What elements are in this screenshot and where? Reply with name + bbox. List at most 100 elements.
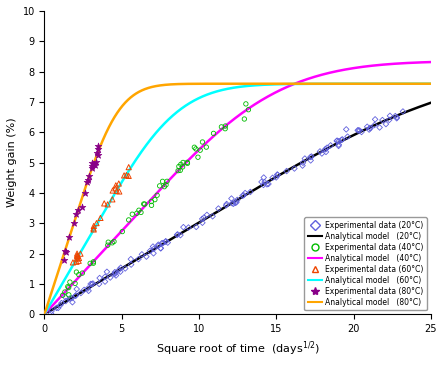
- Point: [69, 260, 76, 265]
- Point: [156, 183, 163, 189]
- Point: [72, 292, 79, 298]
- Point: [365, 127, 373, 132]
- Point: [229, 200, 236, 206]
- Legend: Experimental data (20°C), Analytical model   (20°C), Experimental data (40°C), A: Experimental data (20°C), Analytical mod…: [304, 217, 427, 310]
- Point: [89, 281, 96, 287]
- Point: [148, 199, 155, 204]
- Point: [247, 189, 254, 195]
- Point: [74, 251, 81, 257]
- Point: [75, 272, 83, 277]
- Point: [151, 246, 158, 252]
- Point: [197, 147, 204, 153]
- Point: [372, 116, 379, 122]
- Point: [109, 240, 116, 246]
- Point: [239, 193, 246, 199]
- Point: [93, 159, 100, 165]
- Point: [58, 300, 65, 306]
- Point: [125, 164, 132, 170]
- Point: [269, 175, 276, 181]
- Point: [109, 188, 116, 193]
- Point: [68, 295, 75, 301]
- Point: [366, 125, 373, 131]
- Point: [96, 275, 103, 281]
- Point: [198, 216, 206, 222]
- Point: [122, 265, 129, 271]
- Point: [84, 179, 91, 185]
- Point: [364, 124, 371, 130]
- Point: [161, 184, 168, 189]
- Point: [103, 269, 111, 275]
- Point: [393, 114, 400, 120]
- Point: [371, 122, 378, 128]
- Point: [60, 257, 67, 263]
- Point: [109, 196, 116, 202]
- Point: [59, 292, 66, 298]
- Point: [150, 250, 157, 256]
- Point: [72, 293, 79, 299]
- Point: [164, 240, 171, 246]
- Point: [194, 154, 202, 160]
- Point: [163, 178, 170, 184]
- Point: [116, 189, 123, 195]
- Point: [133, 210, 140, 216]
- Point: [117, 269, 124, 274]
- Point: [386, 113, 393, 119]
- Point: [210, 130, 217, 136]
- Point: [95, 281, 103, 287]
- Point: [116, 266, 123, 272]
- Point: [102, 279, 109, 285]
- Point: [75, 258, 82, 264]
- Point: [65, 285, 72, 291]
- Point: [233, 199, 240, 205]
- Point: [75, 255, 83, 261]
- Point: [333, 138, 340, 144]
- Point: [157, 245, 164, 251]
- Point: [180, 224, 187, 230]
- Point: [74, 207, 81, 212]
- Point: [88, 281, 95, 287]
- Point: [193, 224, 200, 230]
- Point: [143, 254, 150, 260]
- Point: [125, 217, 132, 223]
- Point: [184, 160, 191, 166]
- Point: [61, 248, 68, 254]
- Point: [356, 128, 363, 134]
- Point: [307, 158, 314, 164]
- Point: [376, 124, 383, 130]
- Point: [93, 220, 100, 226]
- Point: [263, 181, 270, 187]
- Point: [240, 192, 247, 198]
- Point: [90, 161, 97, 167]
- Point: [299, 160, 306, 166]
- Point: [73, 259, 80, 265]
- Point: [334, 138, 341, 144]
- Point: [89, 164, 96, 169]
- Point: [123, 172, 130, 178]
- Point: [146, 248, 153, 254]
- Point: [215, 205, 222, 211]
- Point: [185, 224, 192, 230]
- Point: [90, 259, 97, 265]
- Point: [223, 201, 230, 207]
- Point: [155, 243, 162, 249]
- Point: [274, 172, 281, 177]
- Point: [125, 173, 132, 179]
- Point: [77, 251, 84, 257]
- Point: [299, 163, 306, 169]
- Point: [177, 161, 184, 167]
- Point: [150, 243, 157, 249]
- Point: [191, 144, 198, 150]
- Point: [358, 129, 365, 135]
- Point: [62, 298, 69, 304]
- Point: [127, 262, 135, 268]
- Point: [77, 290, 84, 296]
- Point: [74, 253, 81, 258]
- Point: [242, 101, 250, 107]
- Point: [317, 149, 324, 154]
- Point: [327, 142, 334, 148]
- Point: [95, 143, 102, 149]
- Point: [283, 168, 290, 174]
- Point: [88, 165, 95, 170]
- Point: [162, 238, 169, 244]
- Point: [354, 127, 361, 133]
